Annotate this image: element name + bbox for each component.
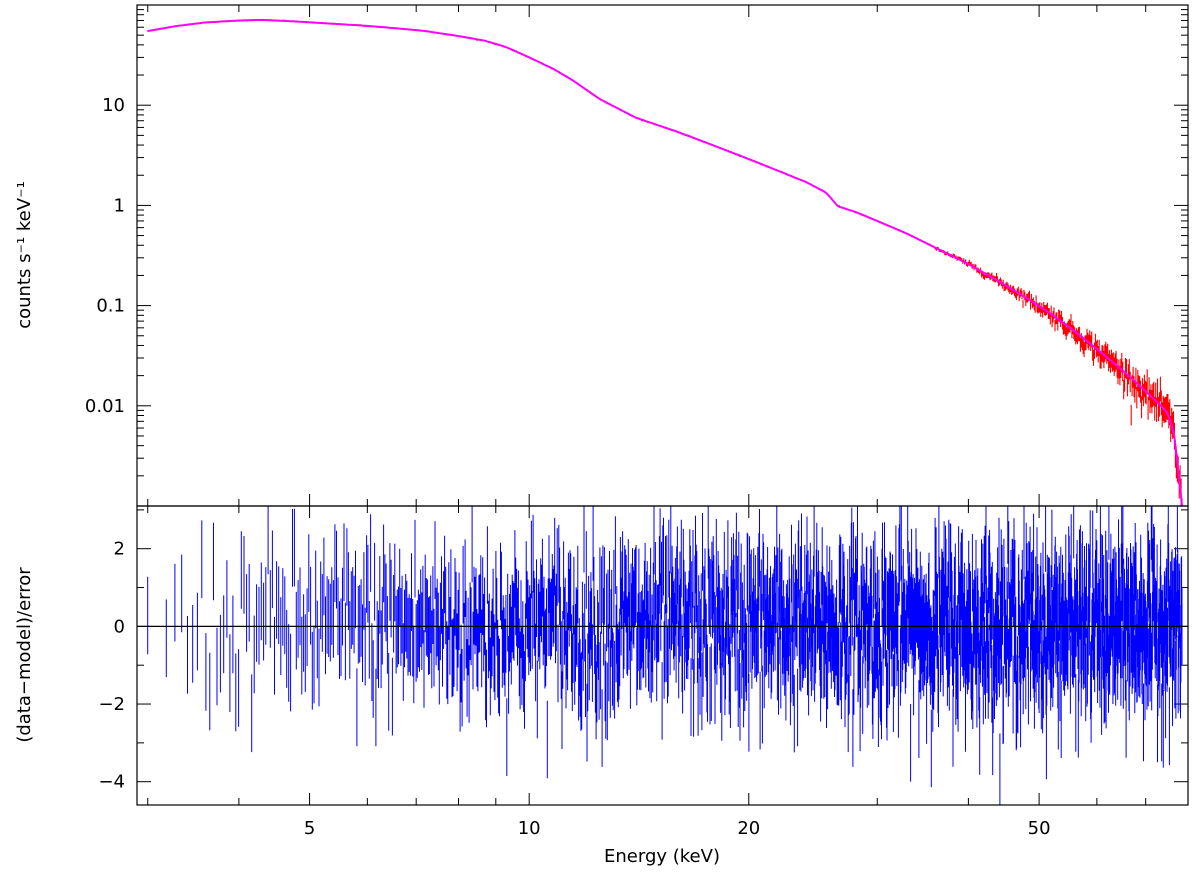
x-axis-label: Energy (keV): [604, 846, 720, 867]
residuals-y-tick-label: 0: [114, 616, 125, 637]
spectrum-y-tick-label: 10: [102, 95, 125, 116]
residuals-y-axis-label: (data−model)/error: [14, 567, 35, 743]
x-tick-label: 10: [518, 818, 541, 839]
residuals-y-tick-label: −2: [98, 694, 125, 715]
residuals-y-tick-label: −4: [98, 772, 125, 793]
spectrum-data-errorbars: [147, 19, 1183, 506]
spectrum-frame: [136, 4, 1189, 507]
spectrum-y-tick-label: 0.01: [85, 396, 125, 417]
spectrum-model-line: [147, 18, 1183, 506]
spectrum-ticks: [137, 4, 1189, 507]
spectrum-y-tick-label: 0.1: [96, 296, 125, 317]
residuals-frame: [136, 505, 1189, 806]
residuals-panel: 20−2−4 5 10 20 50 (data−model)/error Energy…: [14, 505, 1189, 867]
x-tick-label: 20: [737, 818, 760, 839]
residuals-x-tick-labels: 5 10 20 50: [304, 818, 1051, 839]
spectrum-series: [147, 18, 1183, 506]
spectrum-y-tick-label: 1: [114, 195, 125, 216]
spectrum-y-axis-label: counts s⁻¹ keV⁻¹: [14, 181, 35, 329]
x-tick-label: 50: [1028, 818, 1051, 839]
residuals-y-tick-labels: 2 0 −2 −4: [98, 539, 125, 793]
x-tick-label: 5: [304, 818, 315, 839]
residuals-series: [147, 506, 1183, 805]
spectrum-panel: 10 1 0.1 0.01 counts s⁻¹ keV⁻¹: [14, 4, 1189, 507]
spectrum-y-tick-labels: 10 1 0.1 0.01: [85, 95, 125, 417]
residuals-y-tick-label: 2: [114, 539, 125, 560]
residual-errorbars: [147, 506, 1183, 805]
